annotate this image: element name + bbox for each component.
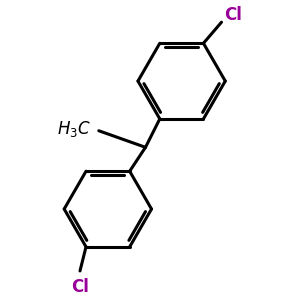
Text: Cl: Cl xyxy=(224,6,242,24)
Text: $H_3C$: $H_3C$ xyxy=(57,119,91,139)
Text: Cl: Cl xyxy=(71,278,89,296)
